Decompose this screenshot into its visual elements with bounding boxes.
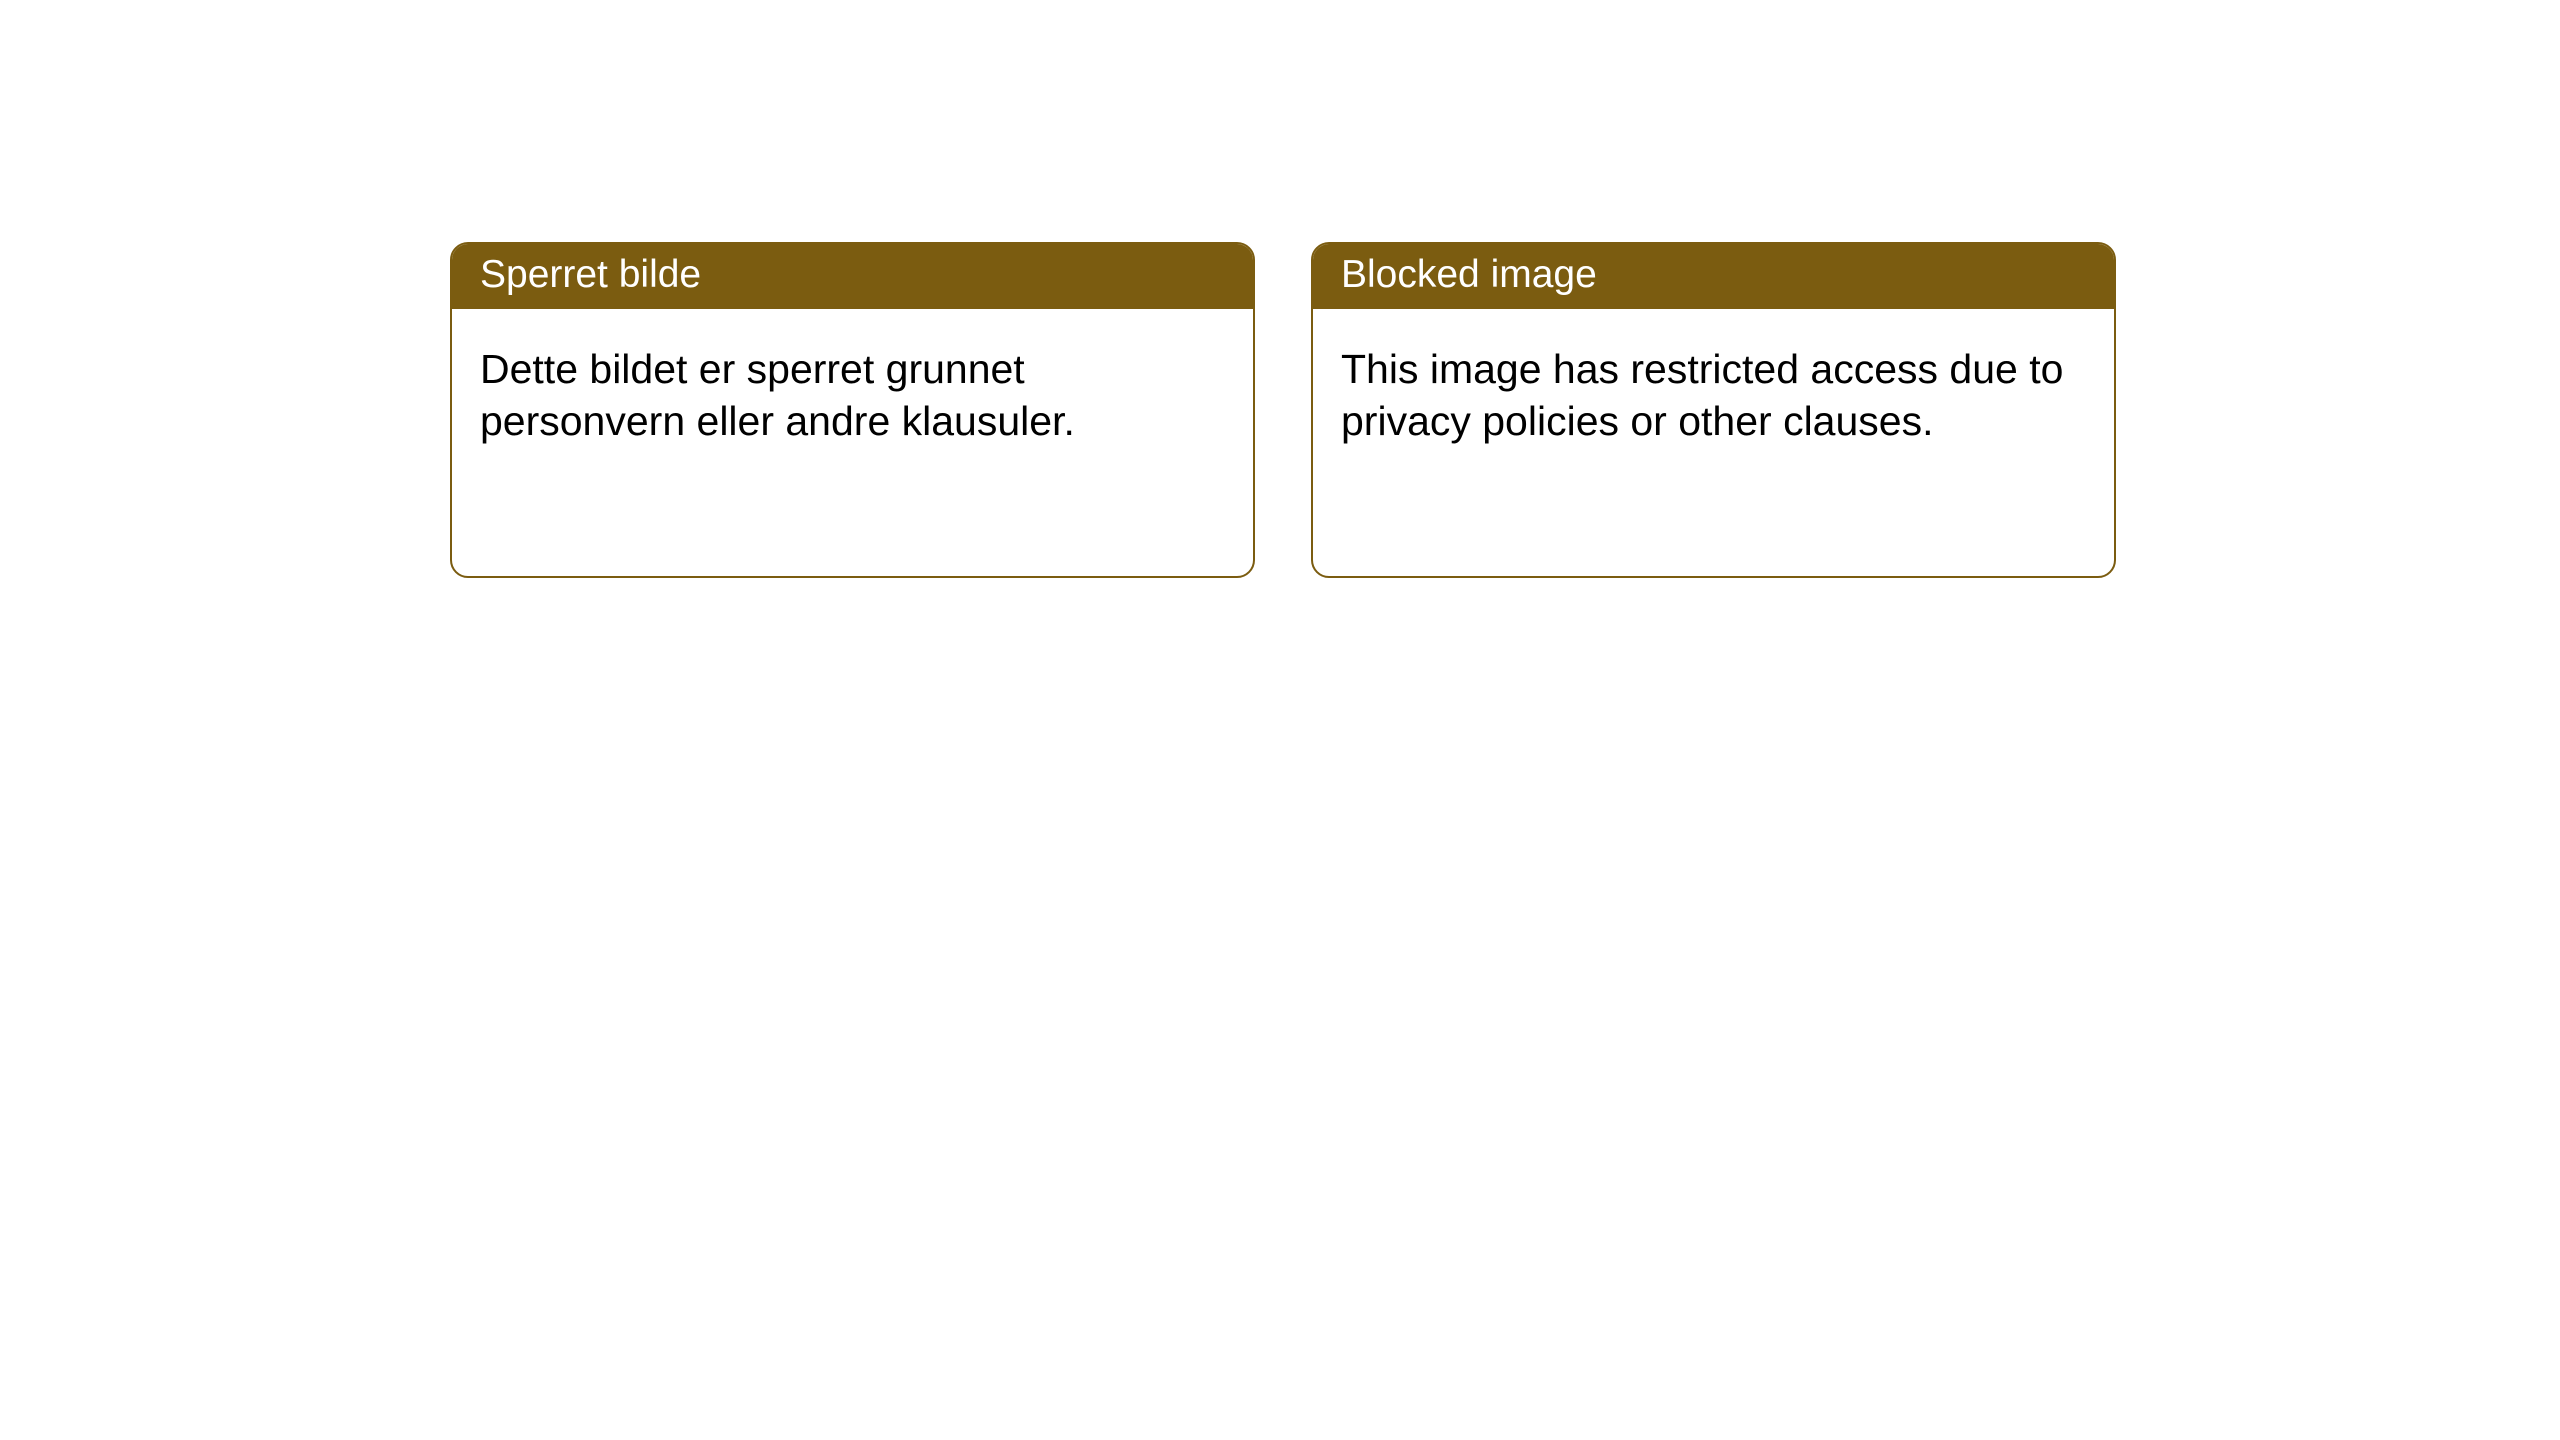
notice-title-norwegian: Sperret bilde xyxy=(452,244,1253,309)
notice-card-norwegian: Sperret bilde Dette bildet er sperret gr… xyxy=(450,242,1255,578)
notice-card-english: Blocked image This image has restricted … xyxy=(1311,242,2116,578)
notice-body-norwegian: Dette bildet er sperret grunnet personve… xyxy=(452,309,1253,476)
notice-title-english: Blocked image xyxy=(1313,244,2114,309)
notice-container: Sperret bilde Dette bildet er sperret gr… xyxy=(0,0,2560,578)
notice-body-english: This image has restricted access due to … xyxy=(1313,309,2114,476)
